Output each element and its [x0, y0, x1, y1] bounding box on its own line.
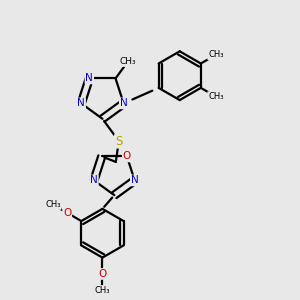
Text: CH₃: CH₃: [45, 200, 61, 209]
Text: CH₃: CH₃: [95, 286, 110, 295]
Text: CH₃: CH₃: [208, 50, 224, 59]
Text: O: O: [63, 208, 71, 218]
Text: N: N: [120, 98, 128, 108]
Text: N: N: [77, 98, 85, 108]
Text: O: O: [98, 269, 106, 279]
Text: CH₃: CH₃: [208, 92, 224, 101]
Text: N: N: [90, 176, 98, 185]
Text: O: O: [123, 152, 131, 161]
Text: N: N: [85, 74, 93, 83]
Text: N: N: [131, 176, 139, 185]
Text: CH₃: CH₃: [119, 57, 136, 66]
Text: S: S: [115, 135, 122, 148]
